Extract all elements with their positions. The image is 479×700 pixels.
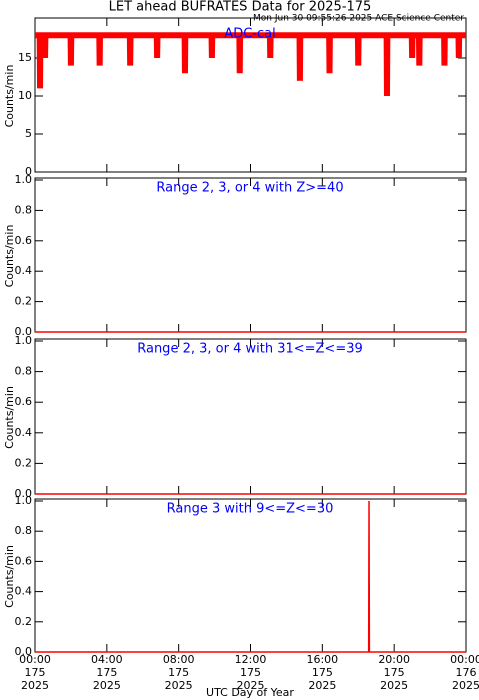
x-tick-label: 00:00 xyxy=(450,653,479,666)
x-tick-label: 00:00 xyxy=(19,653,51,666)
y-tick-label: 0.6 xyxy=(15,234,33,247)
plot-frame xyxy=(34,498,467,653)
y-tick-label: 1.0 xyxy=(15,494,33,507)
y-tick-label: 15 xyxy=(18,51,32,64)
data-line xyxy=(35,32,466,97)
x-tick-day: 175 xyxy=(168,666,189,679)
plot-frame xyxy=(34,177,467,333)
y-tick-label: 0.0 xyxy=(15,325,33,338)
plot-frame xyxy=(34,338,467,495)
x-tick-day: 175 xyxy=(240,666,261,679)
y-tick-label: 0.6 xyxy=(15,554,33,567)
x-tick-year: 2025 xyxy=(21,679,49,692)
y-tick-label: 0.2 xyxy=(15,615,33,628)
y-tick-label: 10 xyxy=(18,89,32,102)
y-axis-label: Counts/min xyxy=(3,65,16,128)
x-tick-year: 2025 xyxy=(452,679,479,692)
panel-annotation: Range 3 with 9<=Z<=30 xyxy=(167,502,334,517)
x-tick-label: 04:00 xyxy=(91,653,123,666)
chart-title: LET ahead BUFRATES Data for 2025-175 xyxy=(109,0,372,15)
y-tick-label: 0.0 xyxy=(15,487,33,500)
x-tick-day: 176 xyxy=(456,666,477,679)
x-tick-year: 2025 xyxy=(93,679,121,692)
x-tick-day: 175 xyxy=(312,666,333,679)
x-tick-day: 175 xyxy=(96,666,117,679)
y-axis-label: Counts/min xyxy=(3,225,16,288)
panel-annotation: ADC-cal xyxy=(224,27,275,42)
y-tick-label: 0.8 xyxy=(15,365,33,378)
y-tick-label: 0.2 xyxy=(15,295,33,308)
y-tick-label: 1.0 xyxy=(15,173,33,186)
y-axis-label: Counts/min xyxy=(3,386,16,449)
y-tick-label: 0.4 xyxy=(15,426,33,439)
y-tick-label: 0 xyxy=(25,165,32,178)
y-tick-label: 5 xyxy=(25,127,32,140)
x-tick-day: 175 xyxy=(25,666,46,679)
x-tick-year: 2025 xyxy=(380,679,408,692)
x-tick-year: 2025 xyxy=(165,679,193,692)
x-axis-label: UTC Day of Year xyxy=(206,686,294,699)
y-tick-label: 0.4 xyxy=(15,264,33,277)
x-tick-year: 2025 xyxy=(237,679,265,692)
data-line xyxy=(35,500,466,653)
y-tick-label: 0.6 xyxy=(15,395,33,408)
y-axis-label: Counts/min xyxy=(3,545,16,608)
y-tick-label: 0.4 xyxy=(15,585,33,598)
panel-annotation: Range 2, 3, or 4 with Z>=40 xyxy=(156,181,343,196)
y-tick-label: 0.0 xyxy=(15,645,33,658)
x-tick-label: 16:00 xyxy=(306,653,338,666)
x-tick-year: 2025 xyxy=(308,679,336,692)
x-tick-day: 175 xyxy=(384,666,405,679)
y-tick-label: 0.2 xyxy=(15,456,33,469)
y-tick-label: 1.0 xyxy=(15,334,33,347)
y-tick-label: 0.8 xyxy=(15,203,33,216)
x-tick-label: 20:00 xyxy=(378,653,410,666)
y-tick-label: 0.8 xyxy=(15,524,33,537)
x-tick-label: 12:00 xyxy=(235,653,267,666)
x-tick-label: 08:00 xyxy=(163,653,195,666)
panel-annotation: Range 2, 3, or 4 with 31<=Z<=39 xyxy=(137,342,363,357)
